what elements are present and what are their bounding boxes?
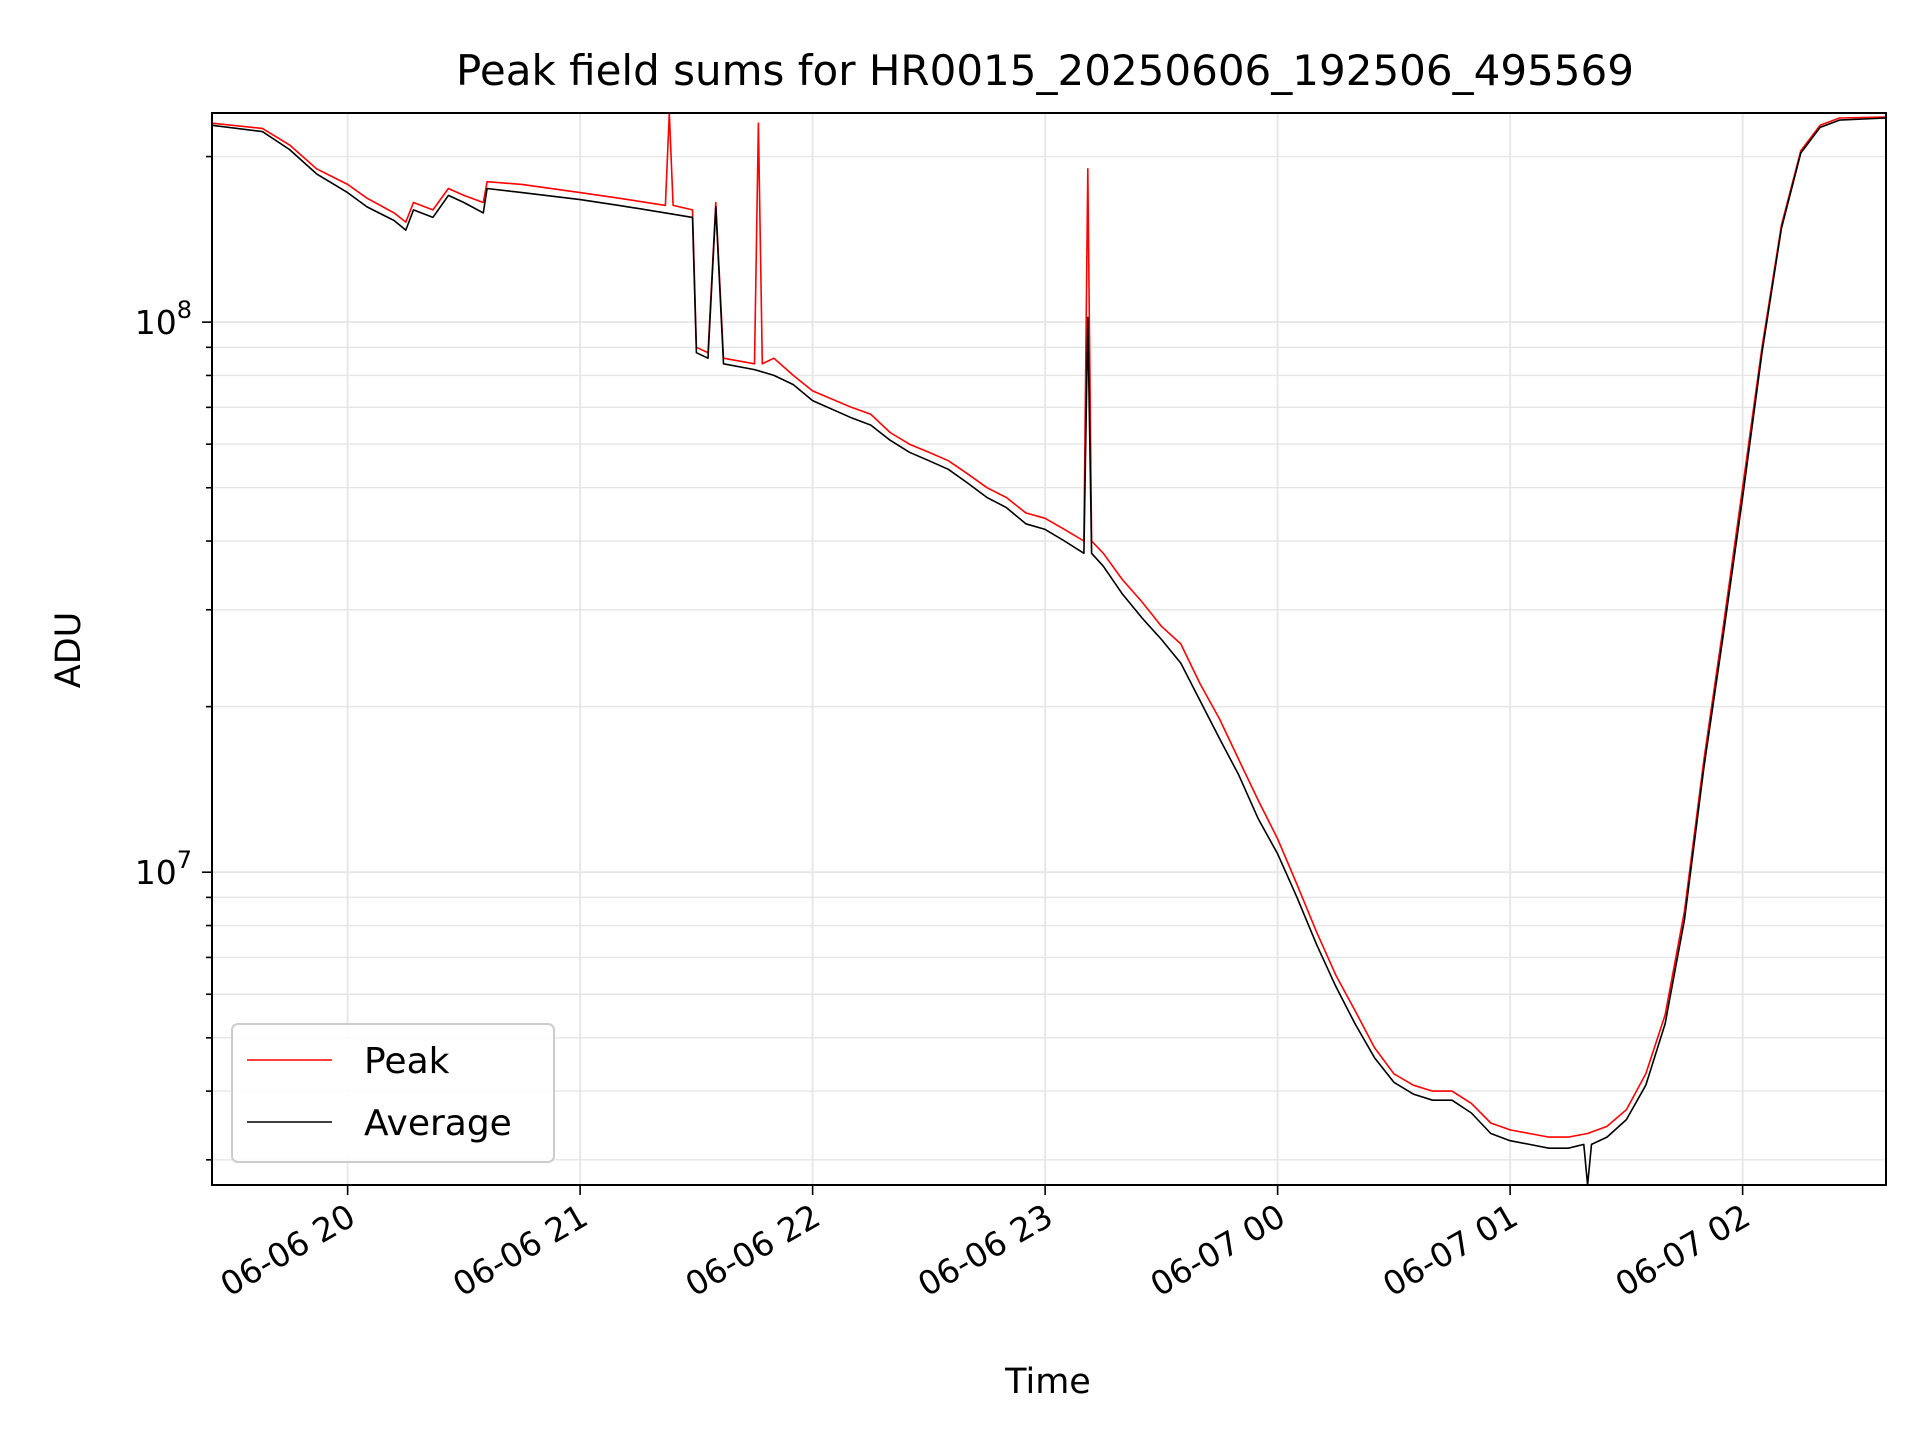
- series-line-average: [212, 117, 1886, 1185]
- y-axis: 107 108: [135, 155, 212, 1161]
- series-layer: [212, 113, 1886, 1185]
- y-tick-label: 107: [135, 846, 192, 892]
- y-tick-label: 108: [135, 296, 192, 342]
- grid: [212, 113, 1886, 1185]
- legend-label-average: Average: [364, 1103, 512, 1144]
- y-axis-label: ADU: [49, 612, 89, 689]
- x-axis-label: Time: [1004, 1362, 1091, 1402]
- series-line-peak: [212, 113, 1886, 1138]
- plot-frame: [211, 112, 1887, 1186]
- legend-label-peak: Peak: [364, 1041, 450, 1082]
- chart-title: Peak field sums for HR0015_20250606_1925…: [456, 46, 1634, 95]
- legend-box: [231, 1023, 555, 1163]
- legend: Peak Average: [231, 1023, 555, 1163]
